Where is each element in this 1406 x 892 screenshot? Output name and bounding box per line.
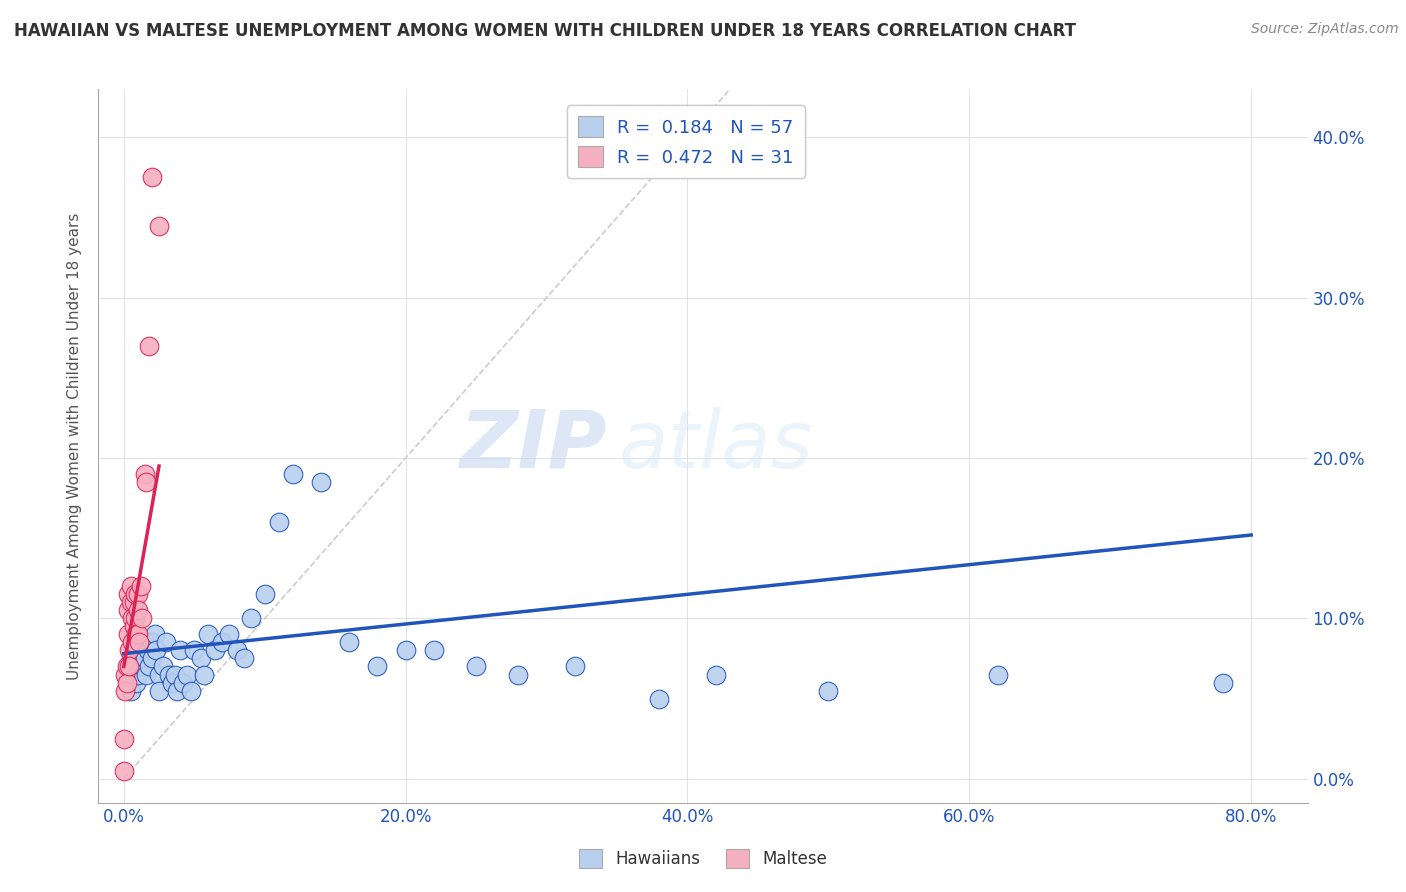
Point	[117, 603, 139, 617]
Point	[127, 603, 149, 617]
Point	[135, 475, 157, 489]
Point	[148, 683, 170, 698]
Point	[225, 643, 247, 657]
Point	[125, 627, 148, 641]
Point	[128, 635, 150, 649]
Point	[169, 643, 191, 657]
Point	[145, 643, 167, 657]
Point	[115, 659, 138, 673]
Point	[648, 691, 671, 706]
Text: Source: ZipAtlas.com: Source: ZipAtlas.com	[1251, 22, 1399, 37]
Point	[204, 643, 226, 657]
Point	[138, 339, 160, 353]
Point	[112, 731, 135, 746]
Point	[134, 467, 156, 481]
Point	[148, 667, 170, 681]
Point	[197, 627, 219, 641]
Point	[127, 587, 149, 601]
Point	[508, 667, 530, 681]
Point	[141, 651, 163, 665]
Point	[148, 219, 170, 233]
Point	[141, 170, 163, 185]
Point	[124, 587, 146, 601]
Point	[124, 659, 146, 673]
Point	[112, 764, 135, 778]
Point	[127, 651, 149, 665]
Point	[136, 643, 159, 657]
Point	[114, 667, 136, 681]
Point	[120, 651, 142, 665]
Y-axis label: Unemployment Among Women with Children Under 18 years: Unemployment Among Women with Children U…	[67, 212, 83, 680]
Point	[129, 643, 152, 657]
Point	[193, 667, 215, 681]
Point	[817, 683, 839, 698]
Point	[172, 675, 194, 690]
Point	[141, 635, 163, 649]
Point	[176, 667, 198, 681]
Point	[190, 651, 212, 665]
Point	[281, 467, 304, 481]
Point	[124, 611, 146, 625]
Point	[131, 659, 153, 673]
Point	[138, 659, 160, 673]
Point	[157, 667, 180, 681]
Point	[1212, 675, 1234, 690]
Point	[134, 651, 156, 665]
Point	[163, 667, 186, 681]
Point	[267, 515, 290, 529]
Point	[395, 643, 418, 657]
Point	[117, 587, 139, 601]
Point	[337, 635, 360, 649]
Point	[704, 667, 727, 681]
Point	[120, 579, 142, 593]
Point	[114, 683, 136, 698]
Text: ZIP: ZIP	[458, 407, 606, 485]
Point	[117, 627, 139, 641]
Point	[465, 659, 488, 673]
Point	[125, 675, 148, 690]
Point	[120, 595, 142, 609]
Legend: Hawaiians, Maltese: Hawaiians, Maltese	[572, 842, 834, 875]
Point	[239, 611, 262, 625]
Point	[118, 659, 141, 673]
Point	[155, 635, 177, 649]
Text: HAWAIIAN VS MALTESE UNEMPLOYMENT AMONG WOMEN WITH CHILDREN UNDER 18 YEARS CORREL: HAWAIIAN VS MALTESE UNEMPLOYMENT AMONG W…	[14, 22, 1076, 40]
Point	[134, 635, 156, 649]
Point	[117, 667, 139, 681]
Point	[232, 651, 254, 665]
Legend: R =  0.184   N = 57, R =  0.472   N = 31: R = 0.184 N = 57, R = 0.472 N = 31	[567, 105, 804, 178]
Point	[218, 627, 240, 641]
Point	[564, 659, 586, 673]
Point	[152, 659, 174, 673]
Point	[423, 643, 446, 657]
Point	[118, 643, 141, 657]
Point	[160, 675, 183, 690]
Point	[121, 635, 143, 649]
Point	[127, 667, 149, 681]
Point	[180, 683, 202, 698]
Point	[309, 475, 332, 489]
Point	[183, 643, 205, 657]
Point	[366, 659, 388, 673]
Point	[986, 667, 1008, 681]
Point	[143, 627, 166, 641]
Point	[131, 611, 153, 625]
Point	[253, 587, 276, 601]
Point	[122, 595, 145, 609]
Point	[115, 675, 138, 690]
Text: atlas: atlas	[619, 407, 813, 485]
Point	[120, 683, 142, 698]
Point	[121, 611, 143, 625]
Point	[122, 619, 145, 633]
Point	[166, 683, 188, 698]
Point	[127, 627, 149, 641]
Point	[211, 635, 233, 649]
Point	[135, 667, 157, 681]
Point	[129, 579, 152, 593]
Point	[122, 643, 145, 657]
